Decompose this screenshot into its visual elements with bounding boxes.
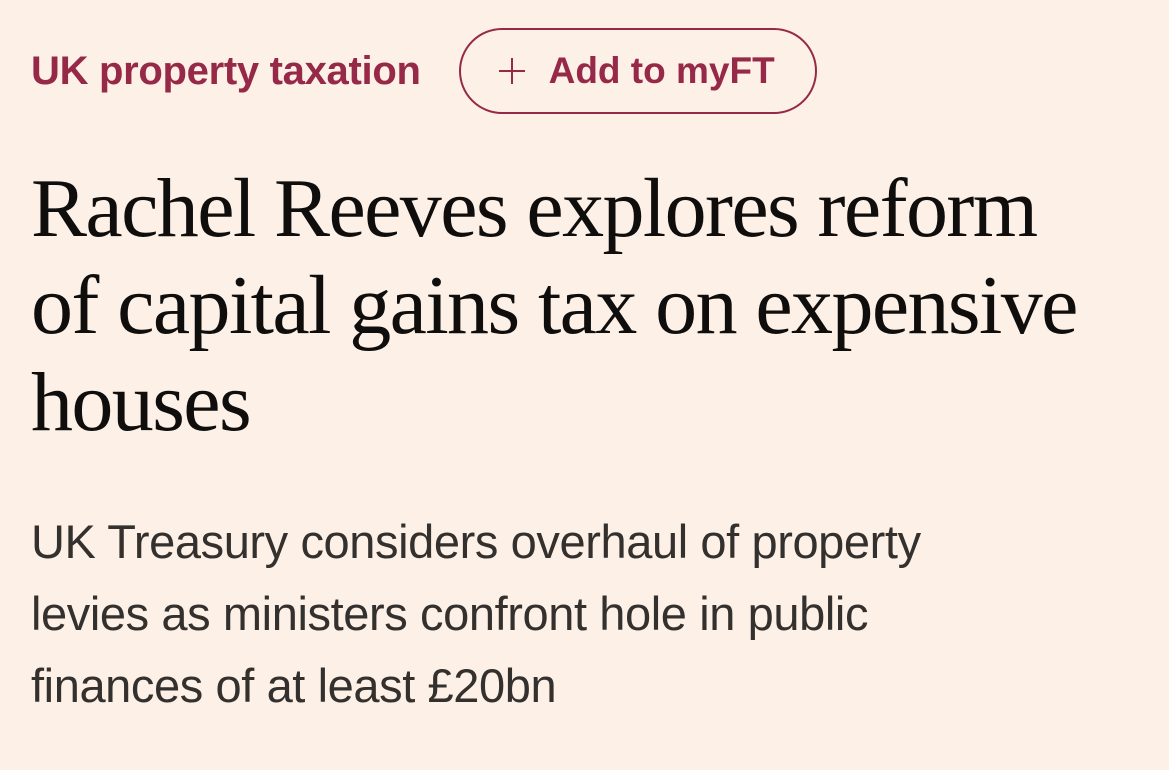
add-to-myft-button[interactable]: Add to myFT [458, 28, 817, 114]
add-to-myft-label: Add to myFT [548, 50, 775, 91]
topic-link[interactable]: UK property taxation [31, 48, 421, 93]
article-headline: Rachel Reeves explores reform of capital… [31, 162, 1078, 449]
article-standfirst: UK Treasury considers overhaul of proper… [31, 515, 921, 712]
topic-header: UK property taxation Add to myFT [31, 27, 817, 115]
plus-icon [498, 58, 525, 84]
